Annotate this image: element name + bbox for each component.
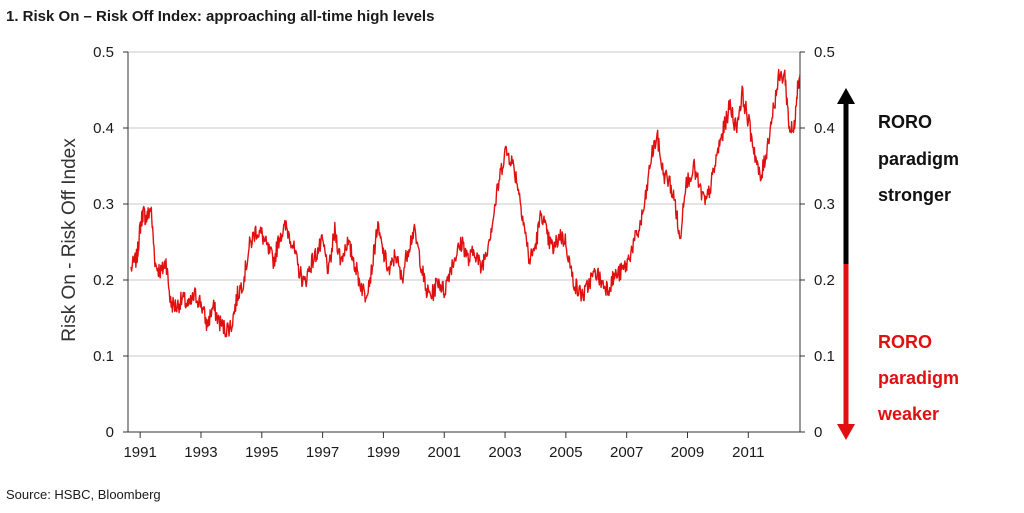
y-tick-label-left: 0.4 [93, 120, 114, 137]
x-tick-label: 2009 [671, 444, 704, 461]
y-tick-label-left: 0.1 [93, 348, 114, 365]
y-axis-label: Risk On - Risk Off Index [59, 138, 80, 342]
y-tick-labels: 0 0 0.1 0.1 0.2 0.2 0.3 0.3 0.4 0.4 0.5 0.5 [93, 44, 835, 441]
y-tick-label-left: 0.3 [93, 196, 114, 213]
y-tick-label-right: 0.1 [814, 348, 835, 365]
x-tick-labels: 1991 1993 1995 1997 1999 2001 2003 2005 2007 2009… [123, 444, 764, 461]
x-tick-label: 1999 [367, 444, 400, 461]
x-tick-label: 1991 [123, 444, 156, 461]
chart-title: 1. Risk On – Risk Off Index: approaching… [6, 8, 434, 25]
x-tick-label: 2001 [428, 444, 461, 461]
stronger-arrow [837, 88, 855, 264]
weaker-arrow [837, 264, 855, 440]
y-tick-label-left: 0 [106, 424, 114, 441]
y-tick-label-right: 0 [814, 424, 822, 441]
x-tick-label: 1997 [306, 444, 339, 461]
x-tick-label: 2005 [549, 444, 582, 461]
series-line [130, 68, 801, 338]
series-layer [130, 68, 801, 338]
y-tick-label-right: 0.5 [814, 44, 835, 61]
y-tick-label-left: 0.5 [93, 44, 114, 61]
source-note: Source: HSBC, Bloomberg [6, 487, 161, 502]
y-tick-label-right: 0.2 [814, 272, 835, 289]
up-arrow-head [837, 88, 855, 104]
annotation-stronger-line-3: stronger [878, 185, 951, 205]
axes [123, 51, 805, 438]
x-tick-label: 1993 [184, 444, 217, 461]
annotation-weaker-line-2: paradigm [878, 368, 959, 388]
annotation-stronger: RORO paradigm stronger [878, 112, 959, 205]
annotation-stronger-line-1: RORO [878, 112, 932, 132]
annotation-stronger-line-2: paradigm [878, 149, 959, 169]
x-tick-label: 2011 [732, 444, 764, 461]
x-tick-label: 1995 [245, 444, 278, 461]
x-tick-label: 2003 [488, 444, 521, 461]
annotation-weaker: RORO paradigm weaker [877, 332, 959, 424]
y-tick-label-right: 0.4 [814, 120, 835, 137]
y-tick-label-left: 0.2 [93, 272, 114, 289]
y-tick-label-right: 0.3 [814, 196, 835, 213]
x-tick-label: 2007 [610, 444, 643, 461]
down-arrow-head [837, 424, 855, 440]
gridlines [128, 51, 800, 357]
annotation-weaker-line-1: RORO [878, 332, 932, 352]
annotation-weaker-line-3: weaker [877, 404, 939, 424]
